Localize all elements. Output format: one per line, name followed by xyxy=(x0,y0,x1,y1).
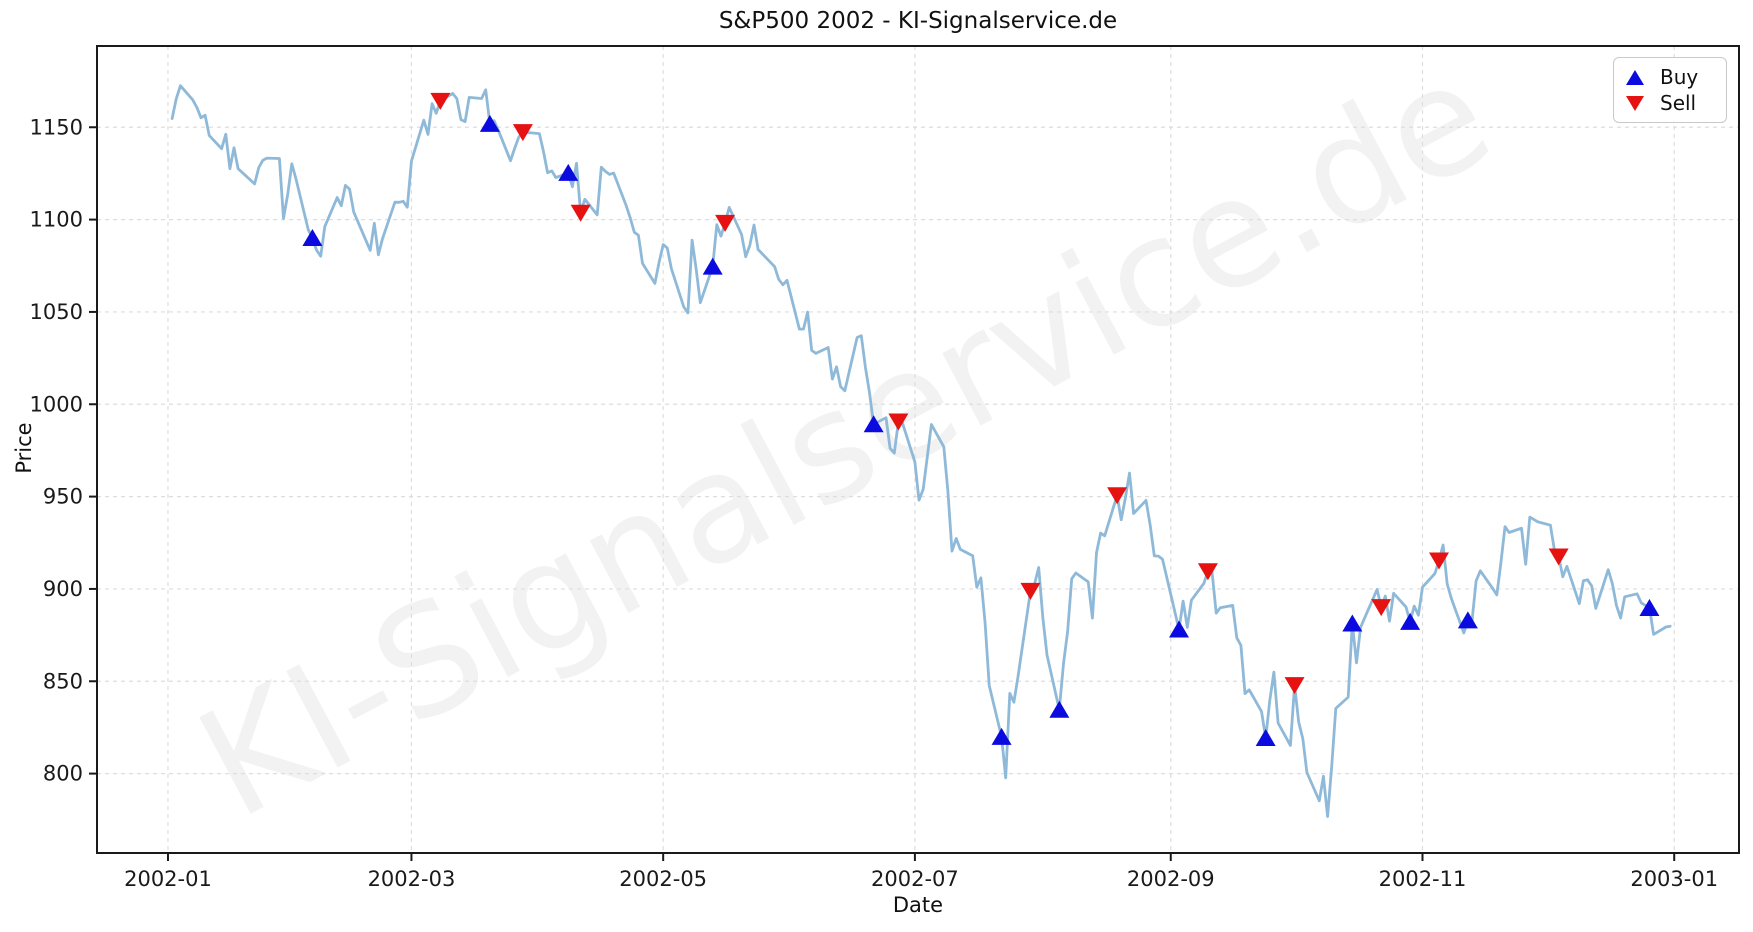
sell-marker xyxy=(1197,563,1218,581)
x-tick-label: 2002-09 xyxy=(1127,867,1215,891)
y-tick-label: 1050 xyxy=(30,300,83,324)
chart-title: S&P500 2002 - KI-Signalservice.de xyxy=(718,8,1118,34)
x-tick-label: 2002-03 xyxy=(368,867,456,891)
triangle-up-icon xyxy=(1626,69,1644,85)
buy-marker xyxy=(479,114,500,132)
buy-marker xyxy=(702,257,723,275)
x-tick-label: 2002-07 xyxy=(871,867,959,891)
legend-box: Buy Sell xyxy=(1613,57,1727,123)
buy-marker xyxy=(1342,614,1363,632)
sell-marker xyxy=(430,92,451,110)
legend-entry-buy: Buy xyxy=(1626,64,1716,90)
sell-marker xyxy=(1107,487,1128,505)
buy-marker xyxy=(1639,599,1660,617)
y-tick-label: 1100 xyxy=(30,208,83,232)
sell-marker xyxy=(1020,582,1041,600)
sell-marker xyxy=(1548,548,1569,566)
y-tick-label: 950 xyxy=(43,485,83,509)
buy-marker xyxy=(302,229,323,247)
sell-marker xyxy=(512,124,533,142)
buy-marker xyxy=(1169,620,1190,638)
y-axis-label: Price xyxy=(12,422,36,474)
plot-border xyxy=(96,45,1740,854)
sell-marker xyxy=(1428,552,1449,570)
buy-marker xyxy=(558,163,579,181)
y-tick-label: 1000 xyxy=(30,392,83,416)
x-tick-label: 2002-05 xyxy=(619,867,707,891)
buy-marker xyxy=(1049,700,1070,718)
x-tick-label: 2002-01 xyxy=(124,867,212,891)
buy-marker xyxy=(1457,611,1478,629)
legend-label-buy: Buy xyxy=(1660,65,1699,89)
sell-marker xyxy=(570,204,591,222)
sell-marker xyxy=(715,214,736,232)
buy-marker xyxy=(1255,728,1276,746)
buy-marker xyxy=(863,415,884,433)
y-tick-label: 1150 xyxy=(30,115,83,139)
price-line xyxy=(170,84,1672,818)
triangle-down-icon xyxy=(1626,95,1644,111)
sell-marker xyxy=(1284,677,1305,695)
y-tick-label: 850 xyxy=(43,669,83,693)
legend-label-sell: Sell xyxy=(1660,91,1697,115)
buy-marker xyxy=(991,727,1012,745)
y-tick-label: 800 xyxy=(43,762,83,786)
sell-marker xyxy=(888,413,909,431)
x-axis-label: Date xyxy=(892,893,944,917)
buy-marker xyxy=(1400,612,1421,630)
legend-entry-sell: Sell xyxy=(1626,90,1716,116)
sell-marker xyxy=(1371,599,1392,617)
y-tick-label: 900 xyxy=(43,577,83,601)
x-tick-label: 2002-11 xyxy=(1379,867,1467,891)
x-tick-label: 2003-01 xyxy=(1630,867,1718,891)
